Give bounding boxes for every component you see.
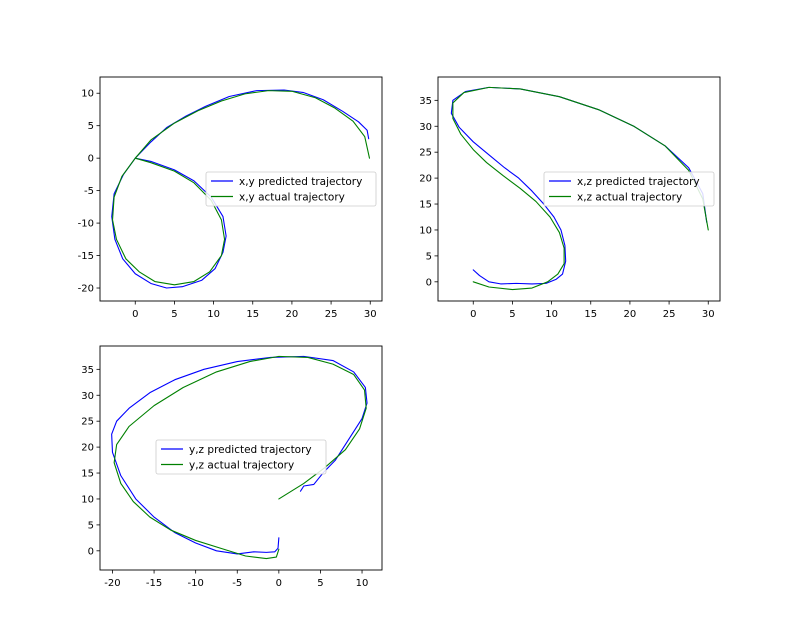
x-tick-label: 0 [470, 309, 476, 320]
x-tick-label: 30 [364, 309, 377, 320]
legend: x,y predicted trajectory x,y actual traje… [205, 171, 377, 207]
y-tick-label: 35 [81, 365, 94, 376]
y-tick-label: 25 [419, 148, 432, 159]
x-tick-label: 25 [663, 309, 676, 320]
y-tick-label: 35 [419, 96, 432, 107]
x-tick-label: 10 [545, 309, 558, 320]
y-tick-label: 25 [81, 417, 94, 428]
legend: y,z predicted trajectory y,z actual traje… [155, 439, 327, 475]
subplot-xz-trajectory: 0 5 10 15 20 25 30 35 30 25 20 15 10 5 0 x,z predicted … [419, 76, 721, 320]
legend-label: x,y actual trajectory [239, 191, 345, 203]
y-tick-label: 5 [88, 520, 94, 531]
legend-label: x,z predicted trajectory [577, 176, 700, 188]
series-line-predicted [111, 89, 370, 289]
y-tick-label: 10 [81, 494, 94, 505]
series-line-actual [113, 355, 367, 560]
y-tick-label: 0 [88, 154, 94, 165]
y-tick-label: 30 [81, 391, 94, 402]
x-tick-label: -5 [232, 578, 242, 589]
y-tick-label: -20 [78, 284, 94, 295]
legend-box [205, 171, 377, 207]
y-tick-label: 30 [419, 122, 432, 133]
x-tick-label: 10 [356, 578, 369, 589]
y-tick-label: 0 [88, 546, 94, 557]
y-tick-label: 15 [419, 200, 432, 211]
x-tick-label: -20 [104, 578, 120, 589]
axes-frame [437, 76, 721, 302]
x-tick-label: 20 [624, 309, 637, 320]
subplot-yz-trajectory: -20 -15 -10 -5 0 5 10 35 30 25 20 15 10 5 0 y,z predict… [81, 345, 383, 589]
y-tick-label: 20 [419, 174, 432, 185]
x-tick-label: 0 [276, 578, 282, 589]
y-tick-label: -5 [84, 186, 94, 197]
y-tick-label: -10 [78, 219, 94, 230]
axes-frame [99, 76, 383, 302]
x-tick-label: 30 [702, 309, 715, 320]
x-tick-label: 0 [132, 309, 138, 320]
x-tick-label: -10 [187, 578, 203, 589]
x-tick-label: 25 [325, 309, 338, 320]
y-tick-label: -15 [78, 251, 94, 262]
x-tick-label: 15 [584, 309, 597, 320]
legend-label: y,z actual trajectory [189, 459, 294, 471]
y-tick-label: 10 [419, 225, 432, 236]
series-line-actual [111, 90, 371, 286]
legend-label: y,z predicted trajectory [189, 444, 312, 456]
y-tick-label: 5 [88, 121, 94, 132]
series-line-predicted [111, 355, 368, 555]
y-tick-label: 0 [426, 277, 432, 288]
y-tick-label: 20 [81, 443, 94, 454]
x-tick-label: 5 [171, 309, 177, 320]
legend-box [155, 439, 327, 475]
x-tick-label: 20 [286, 309, 299, 320]
y-tick-label: 15 [81, 469, 94, 480]
x-tick-label: -15 [146, 578, 162, 589]
x-tick-label: 10 [207, 309, 220, 320]
legend-box [543, 171, 715, 207]
legend-label: x,z actual trajectory [577, 191, 682, 203]
legend: x,z predicted trajectory x,z actual traje… [543, 171, 715, 207]
subplot-xy-trajectory: 0 5 10 15 20 25 30 10 5 0 -5 -10 -15 -20 x,y predicted… [78, 76, 383, 320]
y-tick-label: 10 [81, 89, 94, 100]
x-tick-label: 5 [509, 309, 515, 320]
x-tick-label: 5 [317, 578, 323, 589]
x-tick-label: 15 [246, 309, 259, 320]
legend-label: x,y predicted trajectory [239, 176, 362, 188]
series-line-actual [452, 86, 709, 291]
axes-frame [99, 345, 383, 571]
y-tick-label: 5 [426, 251, 432, 262]
